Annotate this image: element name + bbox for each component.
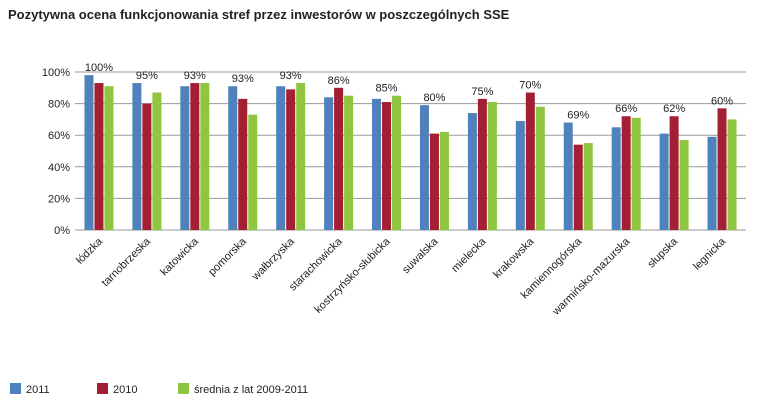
bar-2011: [659, 133, 669, 230]
annotation-label: 85%: [376, 83, 398, 95]
bar--rednia-z-lat-2009-2011: [392, 95, 402, 230]
bar-2011: [276, 86, 286, 230]
x-tick-label: wałbrzyska: [249, 235, 297, 283]
bar-2010: [669, 116, 679, 230]
bar--rednia-z-lat-2009-2011: [296, 83, 306, 230]
bar-2010: [573, 144, 583, 230]
bar-2010: [286, 89, 296, 230]
annotation-label: 66%: [615, 103, 637, 115]
bar--rednia-z-lat-2009-2011: [344, 95, 354, 230]
bar-2011: [515, 120, 525, 230]
annotation-label: 93%: [184, 70, 206, 82]
bar-2010: [477, 98, 487, 230]
x-tick-label: słupska: [645, 235, 680, 270]
legend-label: 2010: [113, 384, 137, 396]
bar-2011: [611, 127, 621, 230]
bar-2010: [190, 83, 200, 230]
y-tick-label: 60%: [48, 130, 70, 142]
y-tick-label: 40%: [48, 162, 70, 174]
bar-2010: [525, 92, 535, 230]
y-tick-label: 100%: [42, 67, 70, 79]
bar--rednia-z-lat-2009-2011: [439, 132, 449, 230]
legend: 2011 2010 średnia z lat 2009-2011: [10, 383, 308, 396]
bar--rednia-z-lat-2009-2011: [200, 83, 210, 230]
bars: [84, 75, 737, 230]
x-tick-label: tarnobrzeska: [100, 235, 154, 289]
x-tick-label: legnicka: [691, 235, 729, 273]
legend-label: średnia z lat 2009-2011: [194, 384, 308, 396]
annotation-label: 86%: [328, 75, 350, 87]
legend-label: 2011: [26, 384, 50, 396]
bar--rednia-z-lat-2009-2011: [104, 86, 114, 230]
legend-swatch: [10, 383, 21, 394]
bar-2011: [228, 86, 238, 230]
bar--rednia-z-lat-2009-2011: [152, 92, 162, 230]
x-tick-label: mielecka: [449, 235, 489, 275]
bar-2011: [467, 113, 477, 230]
bar--rednia-z-lat-2009-2011: [583, 143, 593, 230]
chart-title: Pozytywna ocena funkcjonowania stref prz…: [8, 7, 510, 22]
bar-2011: [324, 97, 334, 230]
bar--rednia-z-lat-2009-2011: [631, 117, 641, 230]
bar-2011: [707, 136, 717, 230]
bar--rednia-z-lat-2009-2011: [248, 114, 258, 230]
annotation-label: 69%: [567, 110, 589, 122]
bar-2010: [94, 83, 104, 230]
bar-2010: [382, 102, 392, 230]
annotation-label: 95%: [136, 70, 158, 82]
bar--rednia-z-lat-2009-2011: [535, 106, 545, 230]
bar-2010: [621, 116, 631, 230]
bar-2010: [429, 133, 439, 230]
x-tick-label: katowicka: [158, 235, 201, 278]
bar-2011: [563, 122, 573, 230]
y-tick-label: 20%: [48, 193, 70, 205]
y-axis-ticks: 0% 20% 40% 60% 80% 100%: [42, 67, 70, 237]
annotation-label: 62%: [663, 103, 685, 115]
bar-2010: [142, 103, 152, 230]
annotation-label: 60%: [711, 95, 733, 107]
annotation-label: 75%: [471, 86, 493, 98]
bar--rednia-z-lat-2009-2011: [727, 119, 737, 230]
gridlines: [75, 71, 746, 231]
annotation-label: 100%: [85, 62, 113, 74]
y-tick-label: 80%: [48, 99, 70, 111]
x-tick-label: suwalska: [400, 235, 441, 276]
x-tick-label: pomorska: [206, 235, 249, 278]
bar-2011: [372, 98, 382, 230]
bar-2011: [180, 86, 190, 230]
bar-2011: [132, 83, 142, 230]
legend-swatch: [97, 383, 108, 394]
bar-2010: [334, 87, 344, 230]
legend-swatch: [178, 383, 189, 394]
x-tick-label: krakowska: [491, 235, 537, 281]
bar-2010: [238, 98, 248, 230]
annotation-label: 93%: [280, 70, 302, 82]
bar--rednia-z-lat-2009-2011: [679, 139, 689, 230]
bar-2011: [419, 105, 429, 230]
bar-2010: [717, 108, 727, 230]
x-tick-label: łódzka: [74, 235, 106, 267]
annotation-label: 70%: [519, 80, 541, 92]
bar--rednia-z-lat-2009-2011: [487, 102, 497, 230]
annotation-label: 80%: [423, 92, 445, 104]
y-tick-label: 0%: [54, 225, 70, 237]
bar-2011: [84, 75, 94, 230]
annotation-label: 93%: [232, 73, 254, 85]
x-tick-label: warmińsko-mazurska: [550, 235, 633, 318]
annotations: 100% 95% 93% 93% 93% 86% 85% 80% 75% 70% 69% 66% 62%…: [85, 62, 733, 121]
